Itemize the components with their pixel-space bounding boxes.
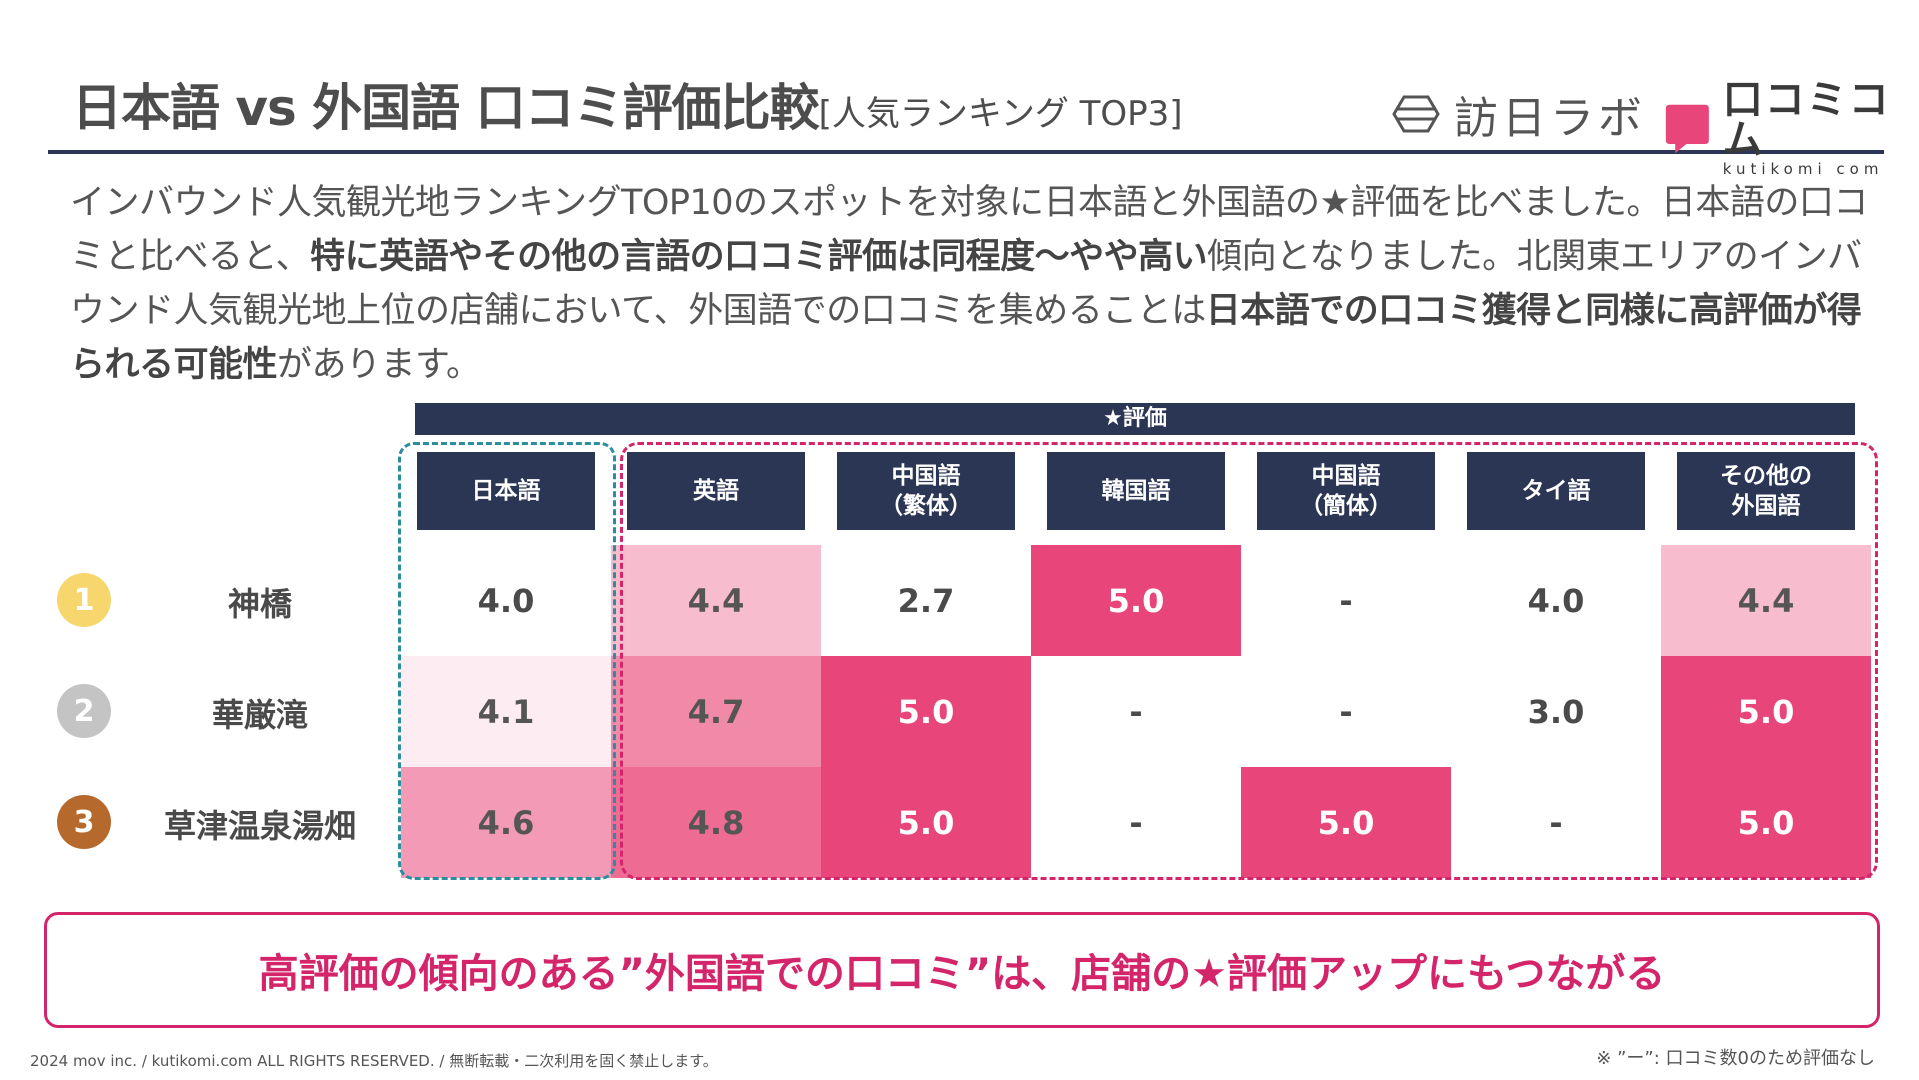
column-header: 中国語 （簡体）	[1257, 452, 1435, 530]
column-header: 英語	[627, 452, 805, 530]
rating-group-header: ★評価	[415, 403, 1855, 435]
intro-text-2: 傾向となりました。北関東エリアのインバウンド人気観光地上位の店舗において、外国語…	[70, 237, 1862, 331]
rating-cell: -	[1451, 767, 1661, 878]
intro-text-1: インバウンド人気観光地ランキングTOP10のスポットを対象に日本語と外国語の★評…	[70, 183, 1868, 277]
column-header: 韓国語	[1047, 452, 1225, 530]
rank-badge: 3	[57, 795, 111, 849]
rating-cell: -	[1241, 545, 1451, 656]
column-header: タイ語	[1467, 452, 1645, 530]
rank-badge: 2	[57, 684, 111, 738]
footnote: ※ ”ー”: 口コミ数0のため評価なし	[1596, 1048, 1875, 1069]
column-header: 日本語	[417, 452, 595, 530]
rating-cell: 5.0	[821, 656, 1031, 767]
rating-cell: 4.0	[401, 545, 611, 656]
intro-bold-2: 日本語での口コミ獲得と同様に高評価が得られる可能性	[70, 291, 1862, 385]
rating-cell: 4.1	[401, 656, 611, 767]
intro-text-3: があります。	[277, 345, 481, 385]
brand2-name: 口コミコム	[1722, 77, 1891, 163]
rating-cell: 5.0	[1661, 656, 1871, 767]
conclusion-box: 高評価の傾向のある”外国語での口コミ”は、店舗の★評価アップにもつながる	[44, 912, 1880, 1028]
page-title: 日本語 vs 外国語 口コミ評価比較[人気ランキング TOP3]	[72, 68, 1183, 140]
column-header: その他の 外国語	[1677, 452, 1855, 530]
copyright-footer: 2024 mov inc. / kutikomi.com ALL RIGHTS …	[30, 1052, 718, 1070]
rating-cell: -	[1241, 656, 1451, 767]
column-header: 中国語 （繁体）	[837, 452, 1015, 530]
rating-cell: -	[1031, 656, 1241, 767]
spot-name: 神橋	[227, 585, 292, 623]
title-main: 日本語 vs 外国語 口コミ評価比較	[72, 79, 820, 137]
rating-cell: 4.6	[401, 767, 611, 878]
logo-kutikomi: 口コミコム kutikomi com	[1664, 80, 1919, 178]
intro-bold-1: 特に英語やその他の言語の口コミ評価は同程度～やや高い	[310, 237, 1208, 277]
rating-cell: 4.4	[1661, 545, 1871, 656]
rank-badge: 1	[57, 573, 111, 627]
spot-name: 華厳滝	[211, 696, 308, 734]
rating-cell: 2.7	[821, 545, 1031, 656]
spot-name: 草津温泉湯畑	[163, 807, 356, 845]
rating-cell: 5.0	[821, 767, 1031, 878]
title-subtitle: [人気ランキング TOP3]	[818, 94, 1183, 134]
conclusion-text: 高評価の傾向のある”外国語での口コミ”は、店舗の★評価アップにもつながる	[258, 951, 1666, 997]
brand2-domain: kutikomi com	[1722, 160, 1884, 178]
rating-cell: 4.7	[611, 656, 821, 767]
logo-houjin-lab: 訪日ラボ	[1392, 82, 1646, 146]
intro-paragraph: インバウンド人気観光地ランキングTOP10のスポットを対象に日本語と外国語の★評…	[70, 176, 1880, 392]
rating-cell: 5.0	[1031, 545, 1241, 656]
lantern-logo-icon	[1392, 95, 1440, 133]
rating-cell: -	[1031, 767, 1241, 878]
rating-cell: 4.8	[611, 767, 821, 878]
title-underline	[48, 150, 1884, 154]
rating-cell: 3.0	[1451, 656, 1661, 767]
rating-cell: 4.4	[611, 545, 821, 656]
rating-cell: 4.0	[1451, 545, 1661, 656]
rating-cell: 5.0	[1241, 767, 1451, 878]
rating-cell: 5.0	[1661, 767, 1871, 878]
speech-bubble-logo-icon	[1665, 104, 1709, 154]
brand1-name: 訪日ラボ	[1454, 93, 1646, 144]
